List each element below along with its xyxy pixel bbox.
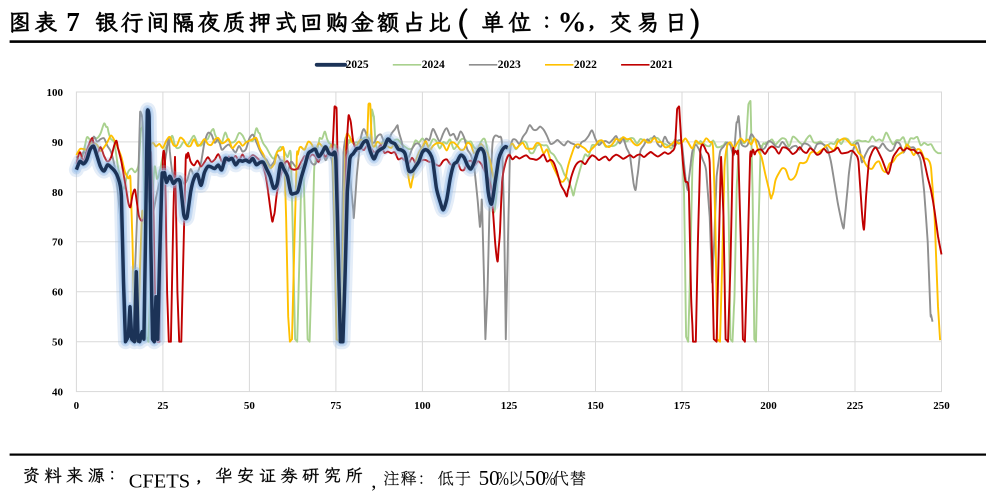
svg-text:7: 7 bbox=[66, 7, 80, 37]
svg-text:%: % bbox=[543, 467, 556, 490]
svg-text:%: % bbox=[558, 7, 587, 39]
svg-text:40: 40 bbox=[52, 387, 64, 399]
svg-text:50: 50 bbox=[52, 337, 64, 349]
svg-text:%: % bbox=[497, 467, 510, 490]
svg-text:25: 25 bbox=[157, 400, 169, 412]
svg-text:50: 50 bbox=[244, 400, 256, 412]
svg-text:175: 175 bbox=[674, 400, 691, 412]
svg-text:50: 50 bbox=[525, 466, 546, 490]
svg-text:75: 75 bbox=[330, 400, 342, 412]
svg-text:80: 80 bbox=[52, 187, 64, 199]
svg-text:250: 250 bbox=[933, 400, 950, 412]
svg-text:225: 225 bbox=[847, 400, 864, 412]
svg-text:CFETS: CFETS bbox=[129, 470, 191, 492]
svg-text:50: 50 bbox=[479, 466, 500, 490]
svg-text:100: 100 bbox=[414, 400, 431, 412]
svg-text:0: 0 bbox=[74, 400, 80, 412]
svg-text:100: 100 bbox=[47, 87, 64, 99]
svg-text:200: 200 bbox=[760, 400, 777, 412]
svg-text:90: 90 bbox=[52, 137, 64, 149]
svg-text:2022: 2022 bbox=[574, 59, 597, 71]
svg-text:70: 70 bbox=[52, 237, 64, 249]
svg-text:2023: 2023 bbox=[498, 59, 521, 71]
svg-text:125: 125 bbox=[501, 400, 518, 412]
svg-text:2021: 2021 bbox=[650, 59, 673, 71]
svg-text:2025: 2025 bbox=[346, 59, 369, 71]
svg-text:,: , bbox=[371, 470, 376, 492]
svg-text:2024: 2024 bbox=[422, 59, 445, 71]
svg-text:60: 60 bbox=[52, 287, 64, 299]
svg-text:150: 150 bbox=[587, 400, 604, 412]
